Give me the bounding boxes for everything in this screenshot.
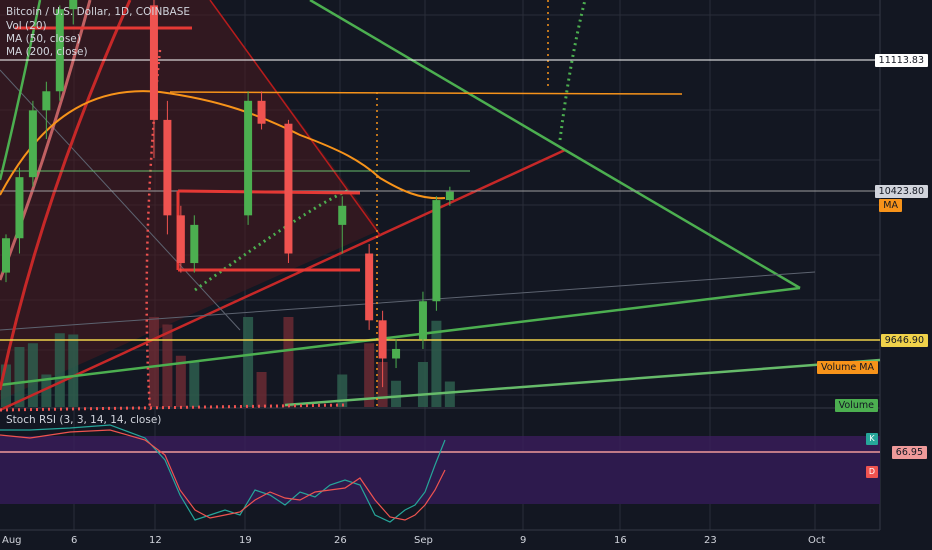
candle-body bbox=[15, 177, 24, 239]
rsi-d-tag: D bbox=[866, 466, 878, 478]
legend-stoch-rsi[interactable]: Stoch RSI (3, 3, 14, 14, close) bbox=[6, 414, 162, 426]
candle-body bbox=[244, 100, 253, 216]
rsi-d-line bbox=[0, 429, 446, 521]
price-tag-9646: 9646.90 bbox=[880, 334, 928, 347]
ma-tag: MA bbox=[879, 199, 902, 212]
x-tick-label: 19 bbox=[239, 535, 252, 546]
x-tick-label: 23 bbox=[704, 535, 717, 546]
volume-bar bbox=[431, 320, 442, 407]
legend-ma200[interactable]: MA (200, close) bbox=[6, 46, 88, 58]
volume-bar bbox=[14, 347, 25, 407]
volume-bar bbox=[256, 372, 267, 407]
volume-bar bbox=[189, 362, 200, 407]
volume-bar bbox=[283, 317, 294, 407]
rsi-k-line bbox=[0, 424, 446, 523]
x-tick-label: 6 bbox=[71, 535, 78, 546]
x-tick-label: Sep bbox=[414, 535, 433, 546]
candle-body bbox=[284, 123, 293, 254]
legend-vol[interactable]: Vol (20) bbox=[6, 20, 47, 32]
rsi-band bbox=[0, 452, 880, 504]
volume-bar bbox=[148, 317, 159, 407]
candle-body bbox=[28, 110, 37, 178]
volume-bar bbox=[243, 317, 254, 407]
candle-body bbox=[176, 215, 185, 264]
volume-bar bbox=[27, 343, 38, 407]
volume-bar bbox=[444, 381, 455, 407]
rsi-value-tag: 66.95 bbox=[891, 446, 927, 459]
volume-bar bbox=[337, 374, 348, 407]
candle-body bbox=[378, 320, 387, 359]
x-tick-label: 26 bbox=[334, 535, 347, 546]
candle-body bbox=[365, 253, 374, 321]
candle-body bbox=[432, 200, 441, 302]
price-tag-11113: 11113.83 bbox=[874, 54, 928, 67]
symbol-title[interactable]: Bitcoin / U.S. Dollar, 1D, COINBASE bbox=[6, 6, 191, 18]
legend-ma50[interactable]: MA (50, close) bbox=[6, 33, 81, 45]
volume-bar bbox=[41, 374, 52, 407]
rsi-band-upper bbox=[0, 436, 880, 452]
volume-bar bbox=[391, 380, 402, 407]
candle-body bbox=[392, 348, 401, 359]
volume-bar bbox=[417, 362, 428, 407]
candle-body bbox=[149, 5, 158, 120]
x-tick-label: Oct bbox=[808, 535, 826, 546]
price-tag-last: 10423.80 bbox=[874, 185, 928, 198]
candle-body bbox=[257, 100, 266, 124]
candle-body bbox=[190, 224, 199, 264]
candle-body bbox=[42, 91, 51, 111]
candle-body bbox=[338, 205, 347, 225]
volume-bar bbox=[1, 364, 11, 407]
x-tick-label: 12 bbox=[149, 535, 162, 546]
volume-bar bbox=[175, 355, 186, 407]
x-tick-label: 16 bbox=[614, 535, 627, 546]
trend-lines bbox=[0, 0, 881, 412]
candle-body bbox=[2, 238, 10, 273]
volume-bar bbox=[68, 334, 79, 407]
candle-body bbox=[69, 0, 78, 10]
volume-bar bbox=[364, 343, 375, 407]
volume-ma-tag: Volume MA bbox=[816, 361, 878, 374]
candles bbox=[2, 0, 454, 388]
candle-body bbox=[55, 9, 64, 92]
candle-body bbox=[445, 191, 454, 201]
volume-bar bbox=[54, 333, 65, 407]
candle-body bbox=[418, 301, 427, 340]
rsi-k-tag: K bbox=[866, 433, 878, 445]
horizontal-levels bbox=[0, 26, 880, 341]
candle-body bbox=[163, 119, 172, 216]
volume-tag: Volume bbox=[834, 399, 878, 412]
ma50-line bbox=[0, 90, 446, 200]
x-tick-label: Aug bbox=[2, 535, 22, 546]
x-tick-label: 9 bbox=[520, 535, 527, 546]
